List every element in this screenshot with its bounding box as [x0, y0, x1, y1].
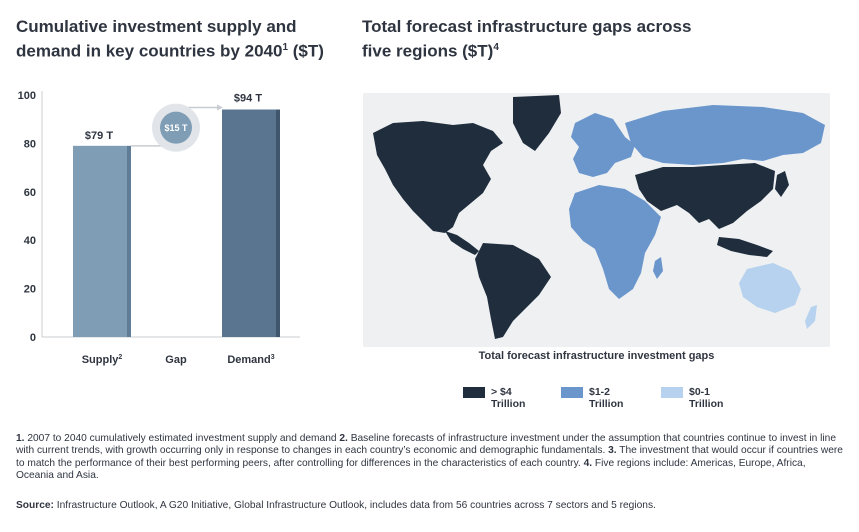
- map-greenland: [513, 95, 561, 151]
- source-note: Source: Infrastructure Outlook, A G20 In…: [16, 500, 656, 511]
- gap-arrowhead: [217, 104, 223, 111]
- legend-swatch-dark: [463, 387, 485, 398]
- legend-item-0-1: $0-1 Trillion: [661, 386, 759, 410]
- gap-data-label: $15 T: [164, 123, 188, 133]
- map-japan: [775, 171, 789, 197]
- supply-data-label: $79 T: [85, 130, 113, 142]
- y-tick-label: 80: [24, 138, 36, 150]
- map-europe: [571, 113, 635, 177]
- legend-item-over-4: > $4 Trillion: [463, 386, 561, 410]
- y-tick-label: 0: [30, 332, 36, 344]
- y-tick-label: 60: [24, 187, 36, 199]
- map-central-america: [445, 231, 479, 255]
- y-tick-label: 20: [24, 284, 36, 296]
- map-south-america: [475, 243, 551, 339]
- demand-data-label: $94 T: [234, 93, 262, 105]
- bar-supply: [73, 145, 127, 337]
- legend-swatch-light: [661, 387, 683, 398]
- bar-demand-edge: [276, 109, 280, 337]
- map-caption: Total forecast infrastructure investment…: [478, 350, 715, 362]
- map-africa: [569, 185, 661, 299]
- footnotes: 1. 2007 to 2040 cumulatively estimated i…: [16, 433, 843, 481]
- y-tick-label: 100: [18, 90, 36, 102]
- map-new-zealand: [805, 305, 817, 329]
- map-madagascar: [653, 257, 663, 279]
- x-category-label: Supply2: [82, 354, 123, 366]
- right-chart-title: Total forecast infrastructure gaps acros…: [362, 17, 692, 61]
- legend-item-1-2: $1-2 Trillion: [561, 386, 659, 410]
- gap-circle: [160, 111, 192, 144]
- x-category-label: Gap: [165, 354, 187, 366]
- map-australia: [739, 263, 801, 313]
- map-asia: [635, 163, 775, 229]
- x-category-label: Demand3: [227, 354, 274, 366]
- legend-swatch-medium: [561, 387, 583, 398]
- map-russia: [625, 105, 825, 165]
- supply-demand-bar-chart: 0 20 40 60 80 100 $15 T $79 T $94 T Supply2 Gap Dem…: [18, 90, 300, 366]
- map-north-america: [373, 121, 503, 233]
- bar-supply-edge: [127, 145, 131, 337]
- y-tick-label: 40: [24, 235, 36, 247]
- map-southeast-asia: [717, 237, 773, 257]
- world-map: [363, 93, 830, 347]
- left-chart-title: Cumulative investment supply and demand …: [16, 17, 324, 61]
- bar-demand: [222, 109, 276, 337]
